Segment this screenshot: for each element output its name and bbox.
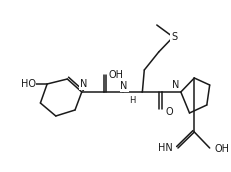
Text: OH: OH — [215, 144, 230, 154]
Text: OH: OH — [109, 70, 124, 80]
Text: HN: HN — [158, 143, 173, 153]
Text: N: N — [80, 79, 87, 89]
Text: N: N — [120, 81, 128, 91]
Text: H: H — [129, 96, 135, 105]
Text: HO: HO — [21, 79, 36, 89]
Text: O: O — [165, 107, 173, 117]
Text: N: N — [172, 80, 179, 90]
Text: S: S — [171, 32, 177, 42]
